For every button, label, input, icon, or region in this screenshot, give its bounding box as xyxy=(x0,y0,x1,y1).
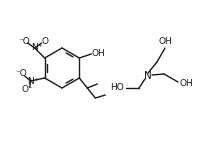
Text: O: O xyxy=(41,36,48,46)
Text: OH: OH xyxy=(158,36,172,46)
Text: HO: HO xyxy=(110,83,124,92)
Text: OH: OH xyxy=(179,79,193,88)
Text: N⁺: N⁺ xyxy=(31,43,42,52)
Text: OH: OH xyxy=(92,49,105,58)
Text: N: N xyxy=(144,71,152,81)
Text: ⁻O: ⁻O xyxy=(16,69,27,78)
Text: ⁻O: ⁻O xyxy=(19,36,31,46)
Text: O⁻: O⁻ xyxy=(22,85,34,94)
Text: N⁺: N⁺ xyxy=(27,76,38,85)
